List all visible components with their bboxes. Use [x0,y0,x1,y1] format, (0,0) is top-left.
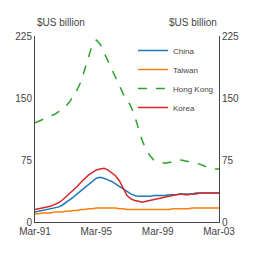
svg-text:Mar-95: Mar-95 [80,226,112,237]
svg-text:150: 150 [222,93,239,104]
svg-text:Mar-03: Mar-03 [203,226,235,237]
svg-text:Mar-91: Mar-91 [19,226,51,237]
svg-text:0: 0 [222,217,228,228]
svg-text:75: 75 [21,155,33,166]
svg-text:75: 75 [222,155,234,166]
svg-text:150: 150 [15,93,32,104]
svg-text:China: China [173,47,194,56]
svg-text:225: 225 [222,31,239,42]
svg-text:Mar-99: Mar-99 [142,226,174,237]
svg-text:Taiwan: Taiwan [173,66,198,75]
svg-text:Hong Kong: Hong Kong [173,85,213,94]
svg-text:225: 225 [15,31,32,42]
svg-text:Korea: Korea [173,104,195,113]
svg-text:$US billion: $US billion [169,17,217,28]
svg-text:0: 0 [26,217,32,228]
svg-text:$US billion: $US billion [37,17,85,28]
